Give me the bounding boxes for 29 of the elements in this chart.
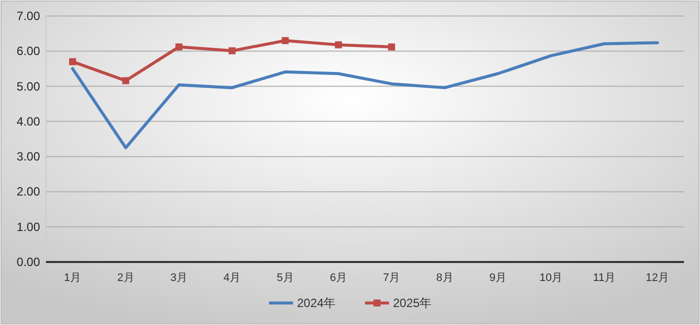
x-tick-label: 2月 (117, 272, 134, 284)
x-tick-label: 7月 (383, 272, 400, 284)
y-tick-label: 3.00 (16, 150, 40, 164)
x-tick-label: 11月 (593, 272, 616, 284)
x-tick-label: 12月 (646, 272, 670, 284)
legend-label: 2024年 (297, 296, 336, 310)
y-tick-label: 6.00 (16, 44, 40, 58)
point (282, 37, 289, 44)
x-tick-label: 5月 (276, 272, 294, 284)
x-tick-label: 9月 (489, 272, 506, 284)
legend-label: 2025年 (393, 296, 432, 310)
y-tick-label: 0.00 (16, 255, 40, 269)
y-tick-label: 5.00 (16, 79, 40, 94)
y-tick-label: 2.00 (16, 184, 40, 199)
x-tick-label: 6月 (330, 272, 347, 284)
point (122, 77, 130, 84)
x-tick-label: 1月 (64, 272, 82, 284)
point (69, 58, 76, 66)
x-tick-label: 10月 (539, 272, 563, 284)
point (175, 43, 182, 50)
point (334, 41, 342, 48)
y-tick-label: 4.00 (16, 114, 40, 128)
x-tick-label: 3月 (170, 272, 188, 284)
x-tick-label: 4月 (224, 272, 241, 284)
point (228, 47, 236, 54)
y-tick-label: 1.00 (16, 220, 40, 234)
point (388, 43, 396, 50)
x-tick-label: 8月 (436, 272, 454, 284)
y-tick-label: 7.00 (16, 9, 40, 23)
